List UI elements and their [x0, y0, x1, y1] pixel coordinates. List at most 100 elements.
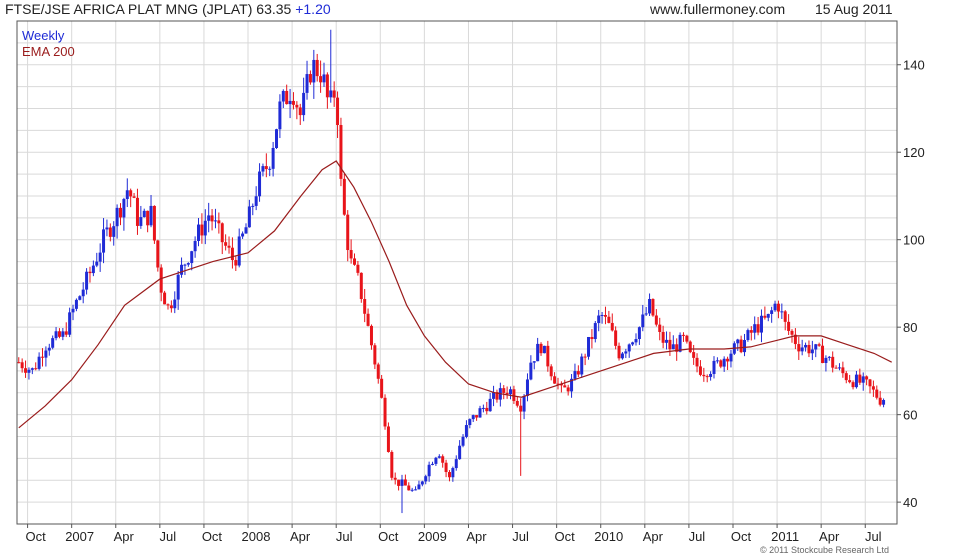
candle-body: [458, 445, 462, 460]
candle-body: [176, 274, 180, 300]
candle-body: [797, 344, 801, 352]
candle-body: [868, 379, 872, 387]
candle-body: [492, 392, 496, 399]
candle-body: [139, 217, 143, 226]
candle-body: [37, 356, 41, 369]
candle-body: [607, 316, 611, 323]
candle-body: [346, 214, 350, 251]
candle-body: [631, 342, 635, 345]
candle-body: [17, 362, 21, 364]
candle-body: [712, 360, 716, 374]
chart-grid: [17, 21, 897, 524]
candle-body: [871, 386, 875, 390]
x-tick-label: Jul: [865, 529, 882, 544]
candle-body: [475, 415, 479, 418]
candle-body: [749, 330, 753, 333]
candle-body: [54, 331, 58, 339]
candle-body: [692, 352, 696, 358]
candle-body: [88, 271, 92, 274]
candle-body: [369, 325, 373, 346]
candle-body: [848, 380, 852, 383]
candle-body: [112, 226, 116, 237]
candle-body: [739, 339, 743, 353]
candle-body: [610, 322, 614, 331]
x-axis-ticks: Oct 2007 Apr Jul Oct 2008 Apr Jul Oct 2009 Apr Jul O…: [25, 524, 882, 544]
candle-body: [302, 92, 306, 116]
candle-body: [597, 315, 601, 324]
candle-body: [431, 463, 435, 465]
candle-body: [234, 260, 238, 266]
candle-body: [685, 335, 689, 342]
candle-body: [336, 97, 340, 126]
x-tick-label: 2007: [65, 529, 94, 544]
plot-frame: [16, 20, 898, 525]
candle-body: [637, 327, 641, 340]
candle-body: [444, 462, 448, 473]
candle-body: [617, 345, 621, 359]
candle-body: [529, 362, 533, 380]
x-tick-label: Jul: [512, 529, 529, 544]
candle-body: [166, 304, 170, 306]
candle-body: [410, 489, 414, 491]
candle-body: [281, 90, 285, 102]
candle-body: [654, 315, 658, 325]
candle-body: [715, 360, 719, 362]
candle-body: [471, 415, 475, 420]
x-tick-label: Oct: [731, 529, 752, 544]
candle-body: [312, 59, 316, 83]
legend-weekly: Weekly: [22, 28, 65, 43]
candle-body: [275, 129, 279, 148]
candle-body: [91, 265, 95, 274]
candle-body: [24, 368, 28, 373]
candle-body: [665, 339, 669, 343]
candle-body: [376, 364, 380, 379]
candle-body: [766, 313, 770, 318]
candle-body: [539, 343, 543, 354]
candle-body: [34, 368, 38, 370]
y-tick-label: 120: [903, 145, 925, 160]
candle-body: [502, 388, 506, 393]
candle-body: [736, 339, 740, 344]
y-tick-label: 140: [903, 58, 925, 73]
candle-body: [44, 350, 48, 358]
candle-body: [827, 356, 831, 358]
candle-body: [258, 171, 262, 197]
candle-body: [207, 215, 211, 221]
candle-body: [210, 215, 214, 222]
candle-body: [353, 258, 357, 265]
candle-body: [125, 190, 129, 200]
candle-body: [356, 264, 360, 273]
candle-body: [624, 351, 628, 354]
candle-body: [420, 481, 424, 485]
y-tick-label: 40: [903, 495, 917, 510]
candle-body: [790, 330, 794, 335]
candle-body: [821, 345, 825, 363]
candle-body: [200, 224, 204, 236]
candle-body: [146, 210, 150, 226]
candle-body: [227, 245, 231, 248]
candle-body: [773, 303, 777, 311]
candle-body: [27, 369, 31, 373]
candle-body: [20, 362, 24, 369]
candle-body: [549, 366, 553, 377]
candle-body: [841, 367, 845, 374]
candle-body: [132, 196, 136, 198]
candle-body: [522, 395, 526, 412]
candle-body: [542, 345, 546, 354]
candle-body: [844, 373, 848, 381]
candle-body: [115, 207, 119, 227]
candle-body: [671, 344, 675, 350]
candle-body: [119, 207, 123, 218]
candle-body: [763, 315, 767, 318]
candle-body: [468, 419, 472, 426]
candle-body: [800, 347, 804, 352]
candle-body: [519, 405, 523, 412]
candle-body: [590, 336, 594, 340]
candle-body: [288, 100, 292, 105]
candle-body: [68, 312, 72, 335]
candle-body: [85, 271, 89, 290]
candle-body: [485, 407, 489, 412]
source-website[interactable]: www.fullermoney.com: [650, 1, 786, 17]
candle-body: [546, 345, 550, 367]
